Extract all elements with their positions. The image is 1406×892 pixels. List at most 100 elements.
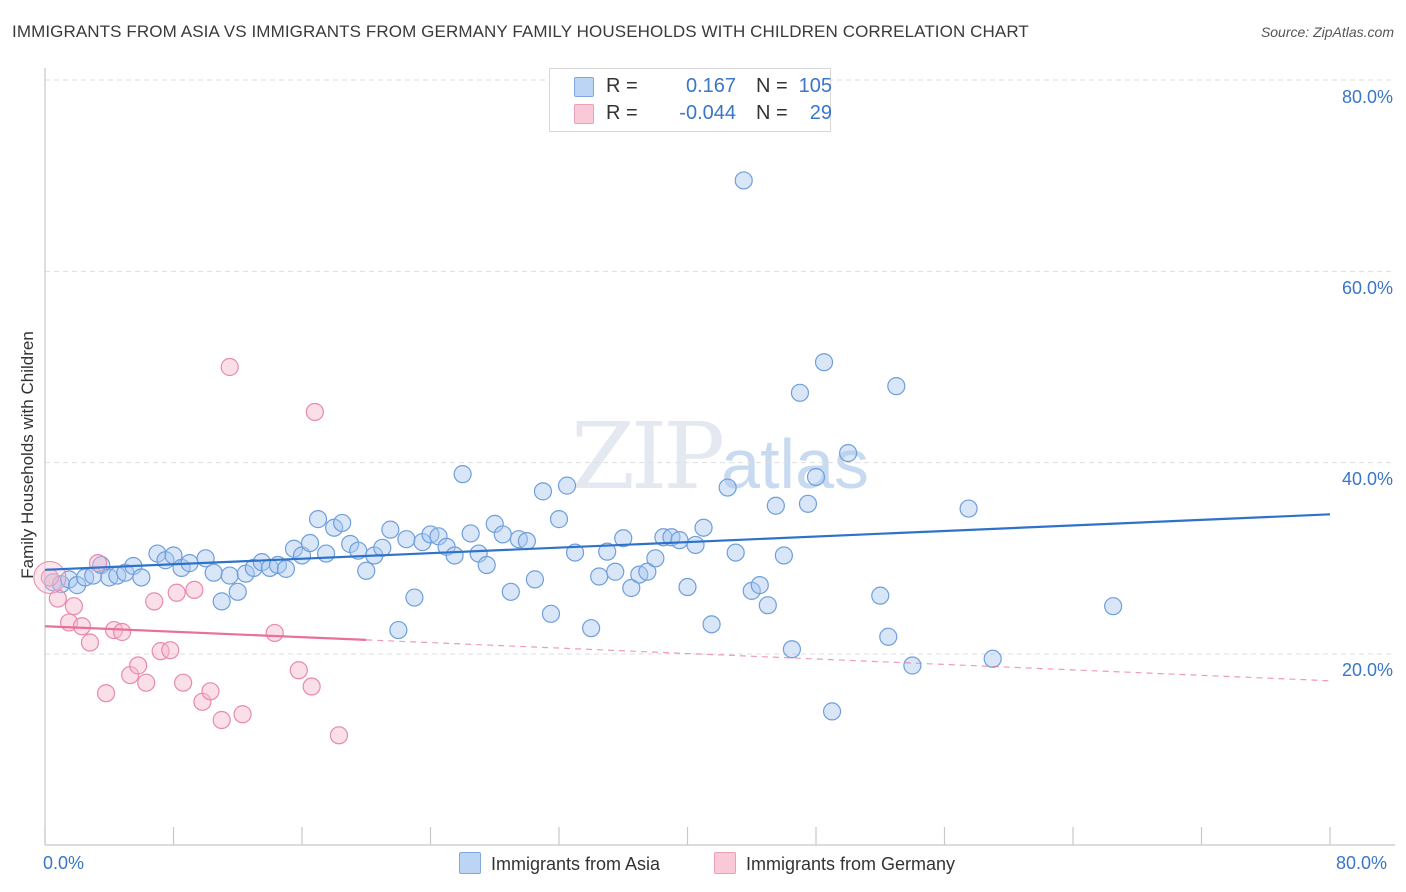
asia-point [525,570,545,589]
grid [45,79,1395,655]
asia-point [598,542,617,561]
germany-point [233,705,252,724]
asia-point [132,568,151,587]
trend-lines [44,513,1331,682]
asia-point [758,596,777,615]
asia-point [397,530,416,549]
x-tick-label-min: 0.0% [43,853,85,873]
germany-point [167,583,186,602]
germany-point [201,682,220,701]
asia-point [678,577,697,597]
asia-point [228,582,247,601]
y-tick-label-60: 60.0% [1341,278,1393,298]
germany-point [185,580,204,600]
legend-bottom-label-asia: Immigrants from Asia [491,854,661,874]
y-tick-label-80: 80.0% [1341,87,1393,107]
asia-point [814,353,834,372]
legend-item-asia: Immigrants from Asia [459,852,660,875]
asia-point [493,525,512,544]
asia-point [276,559,296,578]
asia-point [750,576,769,595]
asia-point [461,524,480,543]
series-asia [43,171,1123,721]
asia-point [806,467,826,487]
asia-point [782,640,802,659]
asia-point [565,543,585,562]
asia-point [734,171,753,190]
asia-point [477,555,496,575]
asia-point [204,563,223,582]
asia-point [389,620,408,640]
asia-point [381,520,400,539]
germany-point [145,592,164,611]
germany-point [265,623,284,643]
legend-n-label-germany: N = [756,102,788,124]
germany-point-large [33,560,67,594]
asia-point [606,562,625,581]
asia-point [582,619,601,638]
legend-item-germany: Immigrants from Germany [714,852,955,875]
germany-point [96,684,116,703]
asia-point [405,588,424,607]
asia-point [670,531,689,550]
germany-point [72,617,92,636]
trend-line-germany [44,625,367,641]
germany-point [151,642,170,661]
legend-r-label-asia: R = [606,75,638,97]
germany-point [302,677,321,696]
y-tick-label-20: 20.0% [1341,660,1393,680]
trend-line-germany-extension [366,639,1331,682]
asia-point [774,546,793,565]
asia-point [501,582,520,601]
legend-bottom-swatch-asia [459,852,481,874]
germany-point [129,656,148,675]
germany-point [174,673,193,692]
asia-point [694,518,713,537]
asia-point [453,465,472,484]
asia-point [308,510,328,529]
asia-point [445,546,464,565]
asia-point [822,702,842,721]
germany-point [88,554,108,573]
germany-point [112,622,132,642]
y-axis-label: Family Households with Children [18,331,37,579]
asia-point [790,383,810,402]
asia-point [533,482,553,501]
germany-point [137,673,156,692]
asia-point [959,499,978,518]
asia-point [373,538,392,557]
asia-point [541,604,561,623]
asia-point [549,510,569,529]
asia-point [798,494,818,513]
germany-point [80,633,100,652]
asia-point [357,561,376,580]
asia-point [766,496,785,515]
asia-point [646,549,665,568]
asia-point [726,543,745,562]
stats-legend: R = 0.167 N = 105 R = -0.044 N = 29 [549,68,832,132]
asia-point [839,444,858,463]
watermark-atlas: atlas [721,425,869,503]
asia-point [871,586,890,605]
asia-point [622,578,641,598]
asia-point [983,649,1002,668]
source-label: Source: ZipAtlas.com [1260,24,1394,40]
germany-point [305,402,324,422]
asia-point [638,562,657,581]
legend-n-value-asia: 105 [798,75,832,97]
y-tick-label-40: 40.0% [1341,469,1393,489]
asia-point [1104,597,1123,616]
germany-point [64,597,84,616]
asia-point [614,529,633,548]
germany-point [212,710,231,730]
series-germany [33,357,349,745]
asia-point [300,533,320,553]
asia-point [718,478,737,497]
legend-r-label-germany: R = [606,102,638,124]
asia-point [903,656,922,675]
germany-point [329,726,349,745]
legend-bottom-label-germany: Immigrants from Germany [746,854,956,874]
x-tick-label-max: 80.0% [1336,853,1388,873]
watermark-zip: ZIP [571,403,722,510]
germany-point [220,357,239,377]
